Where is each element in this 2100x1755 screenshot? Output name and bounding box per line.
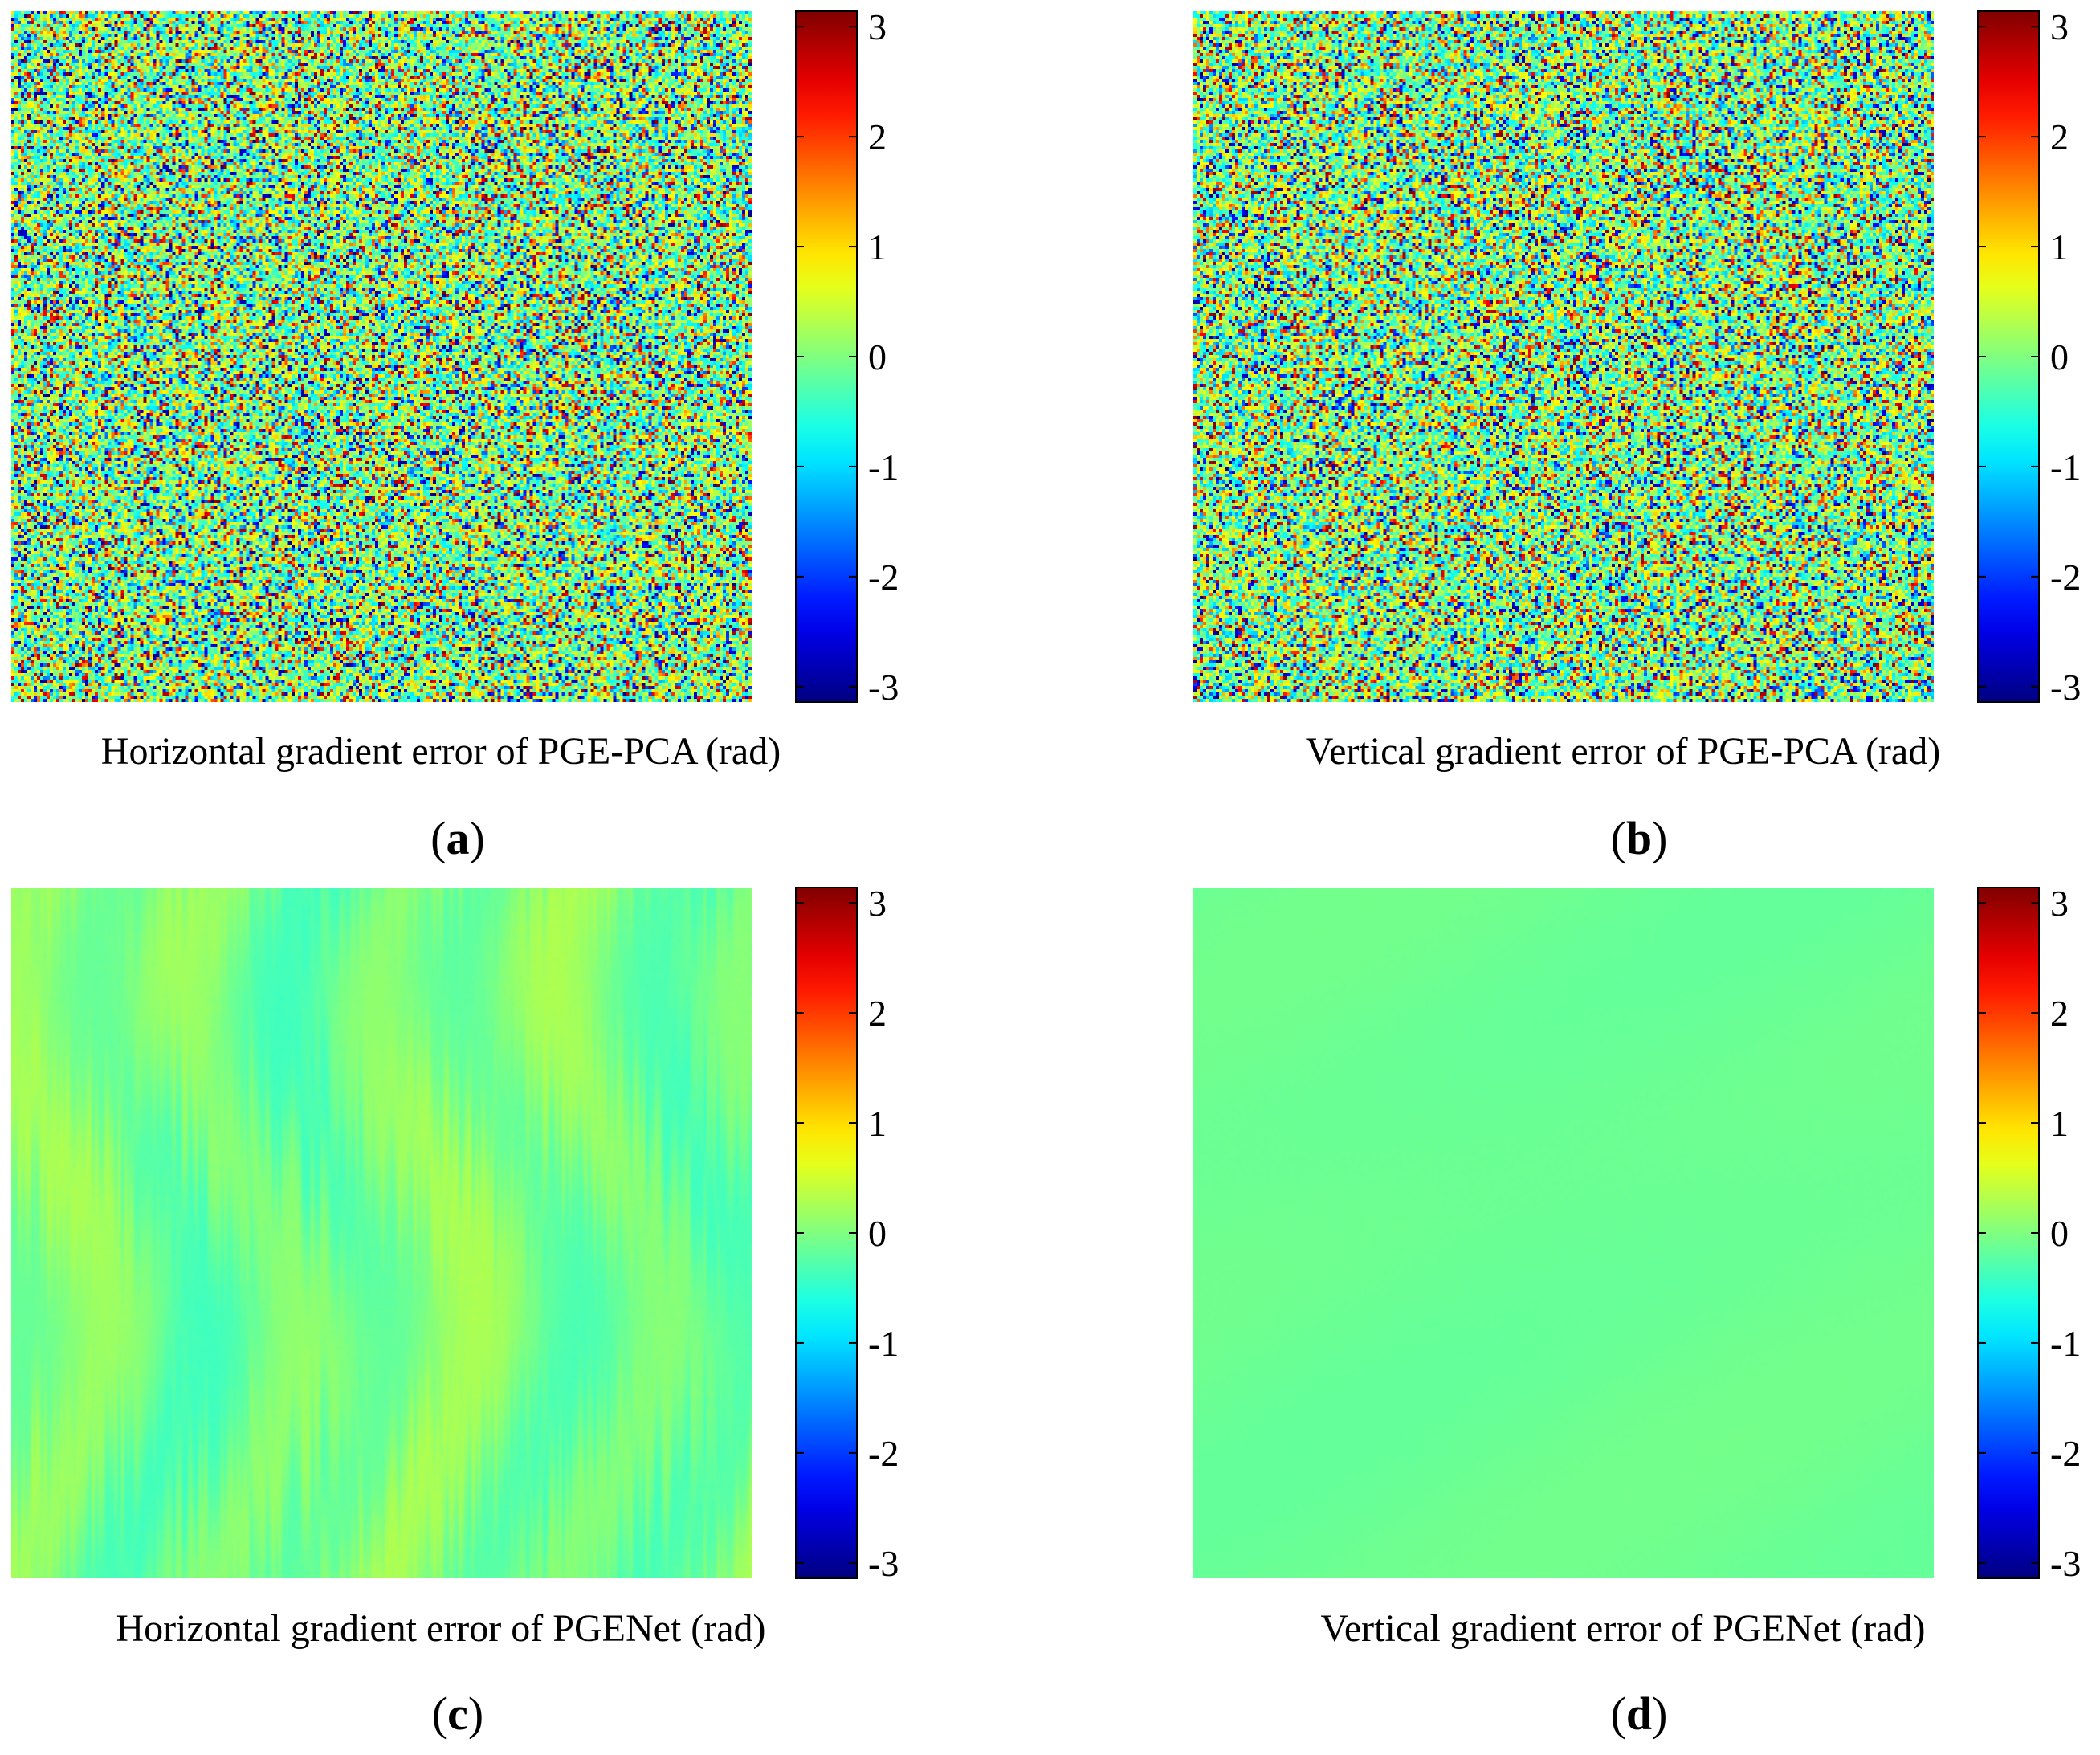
colorbar-gradient — [795, 10, 858, 703]
colorbar-gradient — [795, 887, 858, 1579]
caption-b: Vertical gradient error of PGE-PCA (rad) — [1305, 730, 1941, 773]
colorbar-svg: 3 2 1 0 -1 -2 -3 — [1977, 6, 2081, 708]
colorbar-tick-label: 1 — [868, 1103, 887, 1144]
colorbar-tick-label: 2 — [2050, 116, 2069, 157]
colorbar-b: 3 2 1 0 -1 -2 -3 — [1977, 6, 2081, 708]
heatmap-b — [1193, 11, 1934, 702]
paren-open: ( — [1610, 812, 1626, 864]
colorbar-c: 3 2 1 0 -1 -2 -3 — [795, 883, 899, 1584]
heatmap-canvas-a — [11, 11, 752, 702]
colorbar-tick-label: -1 — [868, 447, 899, 488]
panel-letter-c: c — [447, 1688, 468, 1740]
colorbar-tick-label: -2 — [868, 557, 899, 598]
colorbar-tick-label: 1 — [2050, 1103, 2069, 1144]
paren-close: ) — [467, 1688, 484, 1740]
colorbar-tick-label: -1 — [2050, 447, 2081, 488]
panel-label-a: (a) — [377, 811, 538, 865]
colorbar-svg: 3 2 1 0 -1 -2 -3 — [1977, 883, 2081, 1584]
colorbar-tick-label: -2 — [868, 1433, 899, 1474]
colorbar-tick-label: -2 — [2050, 1433, 2081, 1474]
colorbar-tick-label: 2 — [2050, 993, 2069, 1034]
paren-open: ( — [431, 1688, 448, 1740]
colorbar-tick-label: 3 — [868, 883, 887, 924]
paren-open: ( — [1610, 1688, 1626, 1740]
colorbar-a: 3 2 1 0 -1 -2 -3 — [795, 6, 899, 708]
panel-label-d: (d) — [1559, 1687, 1719, 1741]
colorbar-tick-label: -1 — [2050, 1323, 2081, 1364]
heatmap-canvas-c — [11, 888, 752, 1578]
heatmap-c — [11, 888, 752, 1578]
colorbar-tick-label: -3 — [868, 667, 899, 708]
colorbar-svg: 3 2 1 0 -1 -2 -3 — [795, 6, 899, 708]
colorbar-svg: 3 2 1 0 -1 -2 -3 — [795, 883, 899, 1584]
panel-label-c: (c) — [377, 1687, 538, 1741]
colorbar-tick-label: 0 — [2050, 1213, 2069, 1254]
colorbar-tick-label: 3 — [2050, 883, 2069, 924]
panel-label-b: (b) — [1559, 811, 1719, 865]
colorbar-gradient — [1977, 10, 2040, 703]
colorbar-tick-label: 3 — [868, 6, 887, 47]
colorbar-tick-label: -3 — [2050, 1543, 2081, 1584]
heatmap-canvas-d — [1193, 888, 1934, 1578]
panel-letter-b: b — [1625, 812, 1653, 864]
heatmap-d — [1193, 888, 1934, 1578]
colorbar-tick-label: 0 — [868, 1213, 887, 1254]
caption-c: Horizontal gradient error of PGENet (rad… — [116, 1607, 766, 1650]
colorbar-d: 3 2 1 0 -1 -2 -3 — [1977, 883, 2081, 1584]
colorbar-tick-label: 0 — [2050, 337, 2069, 378]
paren-close: ) — [1652, 1688, 1668, 1740]
colorbar-tick-label: 1 — [2050, 227, 2069, 267]
colorbar-tick-label: -1 — [868, 1323, 899, 1364]
caption-d: Vertical gradient error of PGENet (rad) — [1320, 1607, 1926, 1650]
paren-open: ( — [430, 812, 447, 864]
colorbar-tick-label: 2 — [868, 993, 887, 1034]
heatmap-a — [11, 11, 752, 702]
colorbar-tick-label: -2 — [2050, 557, 2081, 598]
colorbar-tick-label: 0 — [868, 337, 887, 378]
colorbar-tick-label: 3 — [2050, 6, 2069, 47]
panel-letter-d: d — [1625, 1688, 1653, 1740]
panel-letter-a: a — [446, 812, 470, 864]
caption-a: Horizontal gradient error of PGE-PCA (ra… — [100, 730, 781, 773]
colorbar-tick-label: 1 — [868, 227, 887, 267]
heatmap-canvas-b — [1193, 11, 1934, 702]
paren-close: ) — [1652, 812, 1668, 864]
colorbar-tick-label: 2 — [868, 116, 887, 157]
colorbar-tick-label: -3 — [2050, 667, 2081, 708]
colorbar-tick-label: -3 — [868, 1543, 899, 1584]
paren-close: ) — [469, 812, 485, 864]
colorbar-gradient — [1977, 887, 2040, 1579]
